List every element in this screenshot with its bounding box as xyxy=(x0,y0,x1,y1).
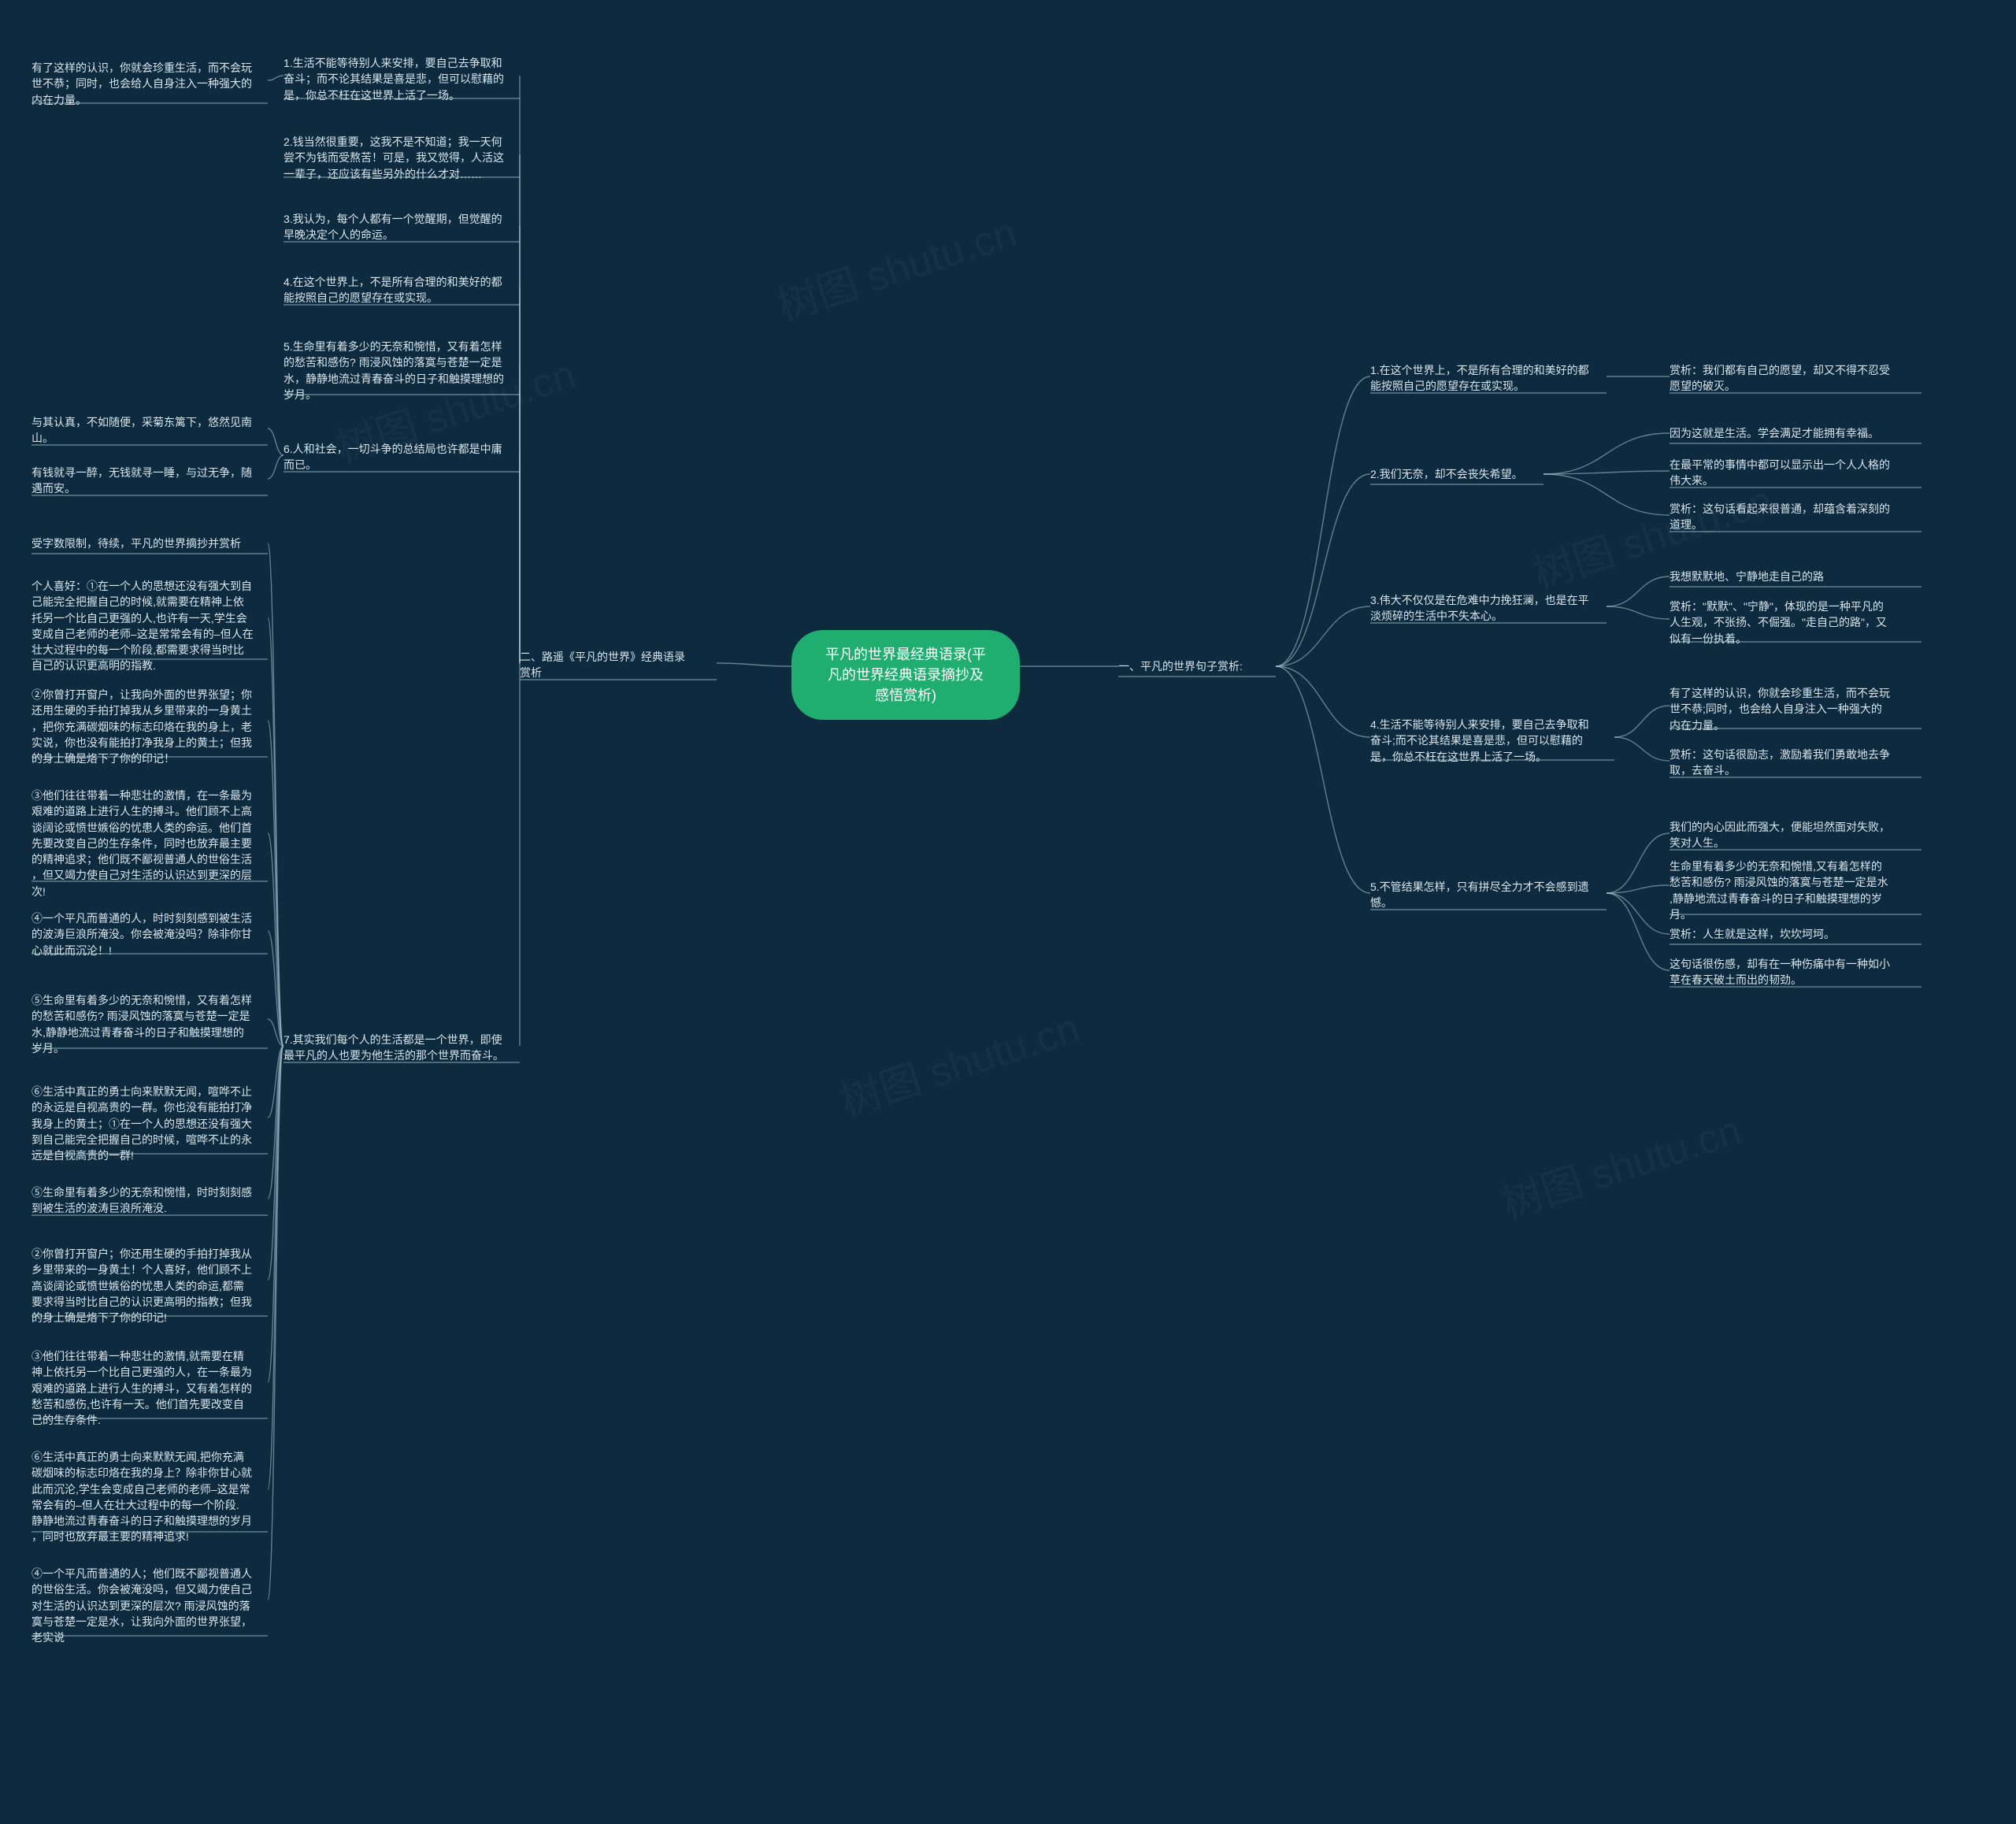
mindmap-node[interactable]: 平凡的世界最经典语录(平 凡的世界经典语录摘抄及 感悟赏析) xyxy=(791,630,1020,720)
node-label: 有了这样的认识，你就会珍重生活，而不会玩 世不恭;同时，也会给人自身注入一种强大… xyxy=(1670,687,1890,732)
mindmap-node[interactable]: 受字数限制，待续，平凡的世界摘抄并赏析 xyxy=(32,536,268,551)
watermark: 树图 shutu.cn xyxy=(1493,1097,1747,1230)
node-label: ②你曾打开窗户，让我向外面的世界张望；你 还用生硬的手拍打掉我从乡里带来的一身黄… xyxy=(32,688,252,765)
mindmap-node[interactable]: 因为这就是生活。学会满足才能拥有幸福。 xyxy=(1670,425,1922,441)
mindmap-node[interactable]: ④一个平凡而普通的人；他们既不鄙视普通人 的世俗生活。你会被淹没吗，但又竭力使自… xyxy=(32,1566,268,1645)
mindmap-node[interactable]: ②你曾打开窗户；你还用生硬的手拍打掉我从 乡里带来的一身黄土！个人喜好，他们顾不… xyxy=(32,1246,268,1325)
mindmap-node[interactable]: 1.生活不能等待别人来安排，要自己去争取和 奋斗；而不论其结果是喜是悲，但可以慰… xyxy=(284,55,520,103)
node-label: 一、平凡的世界句子赏析: xyxy=(1118,660,1243,673)
node-label: ③他们往往带着一种悲壮的激情，在一条最为 艰难的道路上进行人生的搏斗。他们顾不上… xyxy=(32,789,252,898)
node-label: 5.不管结果怎样，只有拼尽全力才不会感到遗 憾。 xyxy=(1370,880,1589,909)
mindmap-node[interactable]: 5.生命里有着多少的无奈和惋惜，又有着怎样 的愁苦和感伤? 雨浸风蚀的落寞与苍楚… xyxy=(284,339,520,402)
mindmap-node[interactable]: 在最平常的事情中都可以显示出一个人人格的 伟大来。 xyxy=(1670,457,1922,489)
mindmap-node[interactable]: 赏析：人生就是这样，坎坎坷坷。 xyxy=(1670,926,1922,942)
node-label: 与其认真，不如随便，采菊东篱下，悠然见南 山。 xyxy=(32,416,252,444)
node-label: ⑤生命里有着多少的无奈和惋惜，又有着怎样 的愁苦和感伤? 雨浸风蚀的落寞与苍楚一… xyxy=(32,994,252,1055)
node-label: 赏析：这句话看起来很普通，却蕴含着深刻的 道理。 xyxy=(1670,502,1890,531)
node-label: 我想默默地、宁静地走自己的路 xyxy=(1670,570,1824,583)
mindmap-node[interactable]: 3.我认为，每个人都有一个觉醒期，但觉醒的 早晚决定个人的命运。 xyxy=(284,211,520,243)
watermark: 树图 shutu.cn xyxy=(832,995,1086,1128)
node-label: ④一个平凡而普通的人，时时刻刻感到被生活 的波涛巨浪所淹没。你会被淹没吗？除非你… xyxy=(32,912,252,957)
watermark: 树图 shutu.cn xyxy=(769,199,1023,332)
mindmap-node[interactable]: ⑤生命里有着多少的无奈和惋惜，又有着怎样 的愁苦和感伤? 雨浸风蚀的落寞与苍楚一… xyxy=(32,992,268,1056)
mindmap-node[interactable]: 赏析："默默"、"宁静"，体现的是一种平凡的 人生观，不张扬、不倔强。"走自己的… xyxy=(1670,599,1922,647)
node-label: ④一个平凡而普通的人；他们既不鄙视普通人 的世俗生活。你会被淹没吗，但又竭力使自… xyxy=(32,1567,252,1644)
mindmap-node[interactable]: 一、平凡的世界句子赏析: xyxy=(1118,658,1276,674)
node-label: 4.在这个世界上，不是所有合理的和美好的都 能按照自己的愿望存在或实现。 xyxy=(284,276,502,304)
node-label: 有钱就寻一醉，无钱就寻一睡，与过无争，随 遇而安。 xyxy=(32,466,252,495)
mindmap-node[interactable]: ⑥生活中真正的勇士向来默默无闻，喧哗不止 的永远是自视高贵的一群。你也没有能拍打… xyxy=(32,1084,268,1163)
mindmap-node[interactable]: 7.其实我们每个人的生活都是一个世界，即使 最平凡的人也要为他生活的那个世界而奋… xyxy=(284,1032,520,1064)
node-label: 赏析："默默"、"宁静"，体现的是一种平凡的 人生观，不张扬、不倔强。"走自己的… xyxy=(1670,600,1887,645)
mindmap-node[interactable]: 二、路遥《平凡的世界》经典语录 赏析 xyxy=(520,649,717,681)
mindmap-canvas: 树图 shutu.cn树图 shutu.cn树图 shutu.cn树图 shut… xyxy=(0,0,2016,1824)
mindmap-node[interactable]: 4.生活不能等待别人来安排，要自己去争取和 奋斗;而不论其结果是喜是悲，但可以慰… xyxy=(1370,717,1614,765)
node-label: 2.钱当然很重要，这我不是不知道；我一天何 尝不为钱而受熬苦！可是，我又觉得，人… xyxy=(284,135,504,180)
mindmap-node[interactable]: ④一个平凡而普通的人，时时刻刻感到被生活 的波涛巨浪所淹没。你会被淹没吗？除非你… xyxy=(32,910,268,958)
mindmap-node[interactable]: 2.钱当然很重要，这我不是不知道；我一天何 尝不为钱而受熬苦！可是，我又觉得，人… xyxy=(284,134,520,182)
node-label: 有了这样的认识，你就会珍重生活，而不会玩 世不恭；同时，也会给人自身注入一种强大… xyxy=(32,61,252,106)
mindmap-node[interactable]: 生命里有着多少的无奈和惋惜,又有着怎样的 愁苦和感伤? 雨浸风蚀的落寞与苍楚一定… xyxy=(1670,858,1922,922)
node-label: 4.生活不能等待别人来安排，要自己去争取和 奋斗;而不论其结果是喜是悲，但可以慰… xyxy=(1370,718,1589,763)
mindmap-node[interactable]: 赏析：这句话很励志，激励着我们勇敢地去争 取，去奋斗。 xyxy=(1670,747,1922,779)
mindmap-node[interactable]: 赏析：我们都有自己的愿望，却又不得不忍受 愿望的破灭。 xyxy=(1670,362,1922,395)
mindmap-node[interactable]: ⑤生命里有着多少的无奈和惋惜，时时刻刻感 到被生活的波涛巨浪所淹没. xyxy=(32,1184,268,1217)
mindmap-node[interactable]: 1.在这个世界上，不是所有合理的和美好的都 能按照自己的愿望存在或实现。 xyxy=(1370,362,1606,395)
mindmap-node[interactable]: 有钱就寻一醉，无钱就寻一睡，与过无争，随 遇而安。 xyxy=(32,465,268,497)
mindmap-node[interactable]: ②你曾打开窗户，让我向外面的世界张望；你 还用生硬的手拍打掉我从乡里带来的一身黄… xyxy=(32,687,268,766)
mindmap-node[interactable]: 这句话很伤感，却有在一种伤痛中有一种如小 草在春天破土而出的韧劲。 xyxy=(1670,956,1922,988)
mindmap-node[interactable]: 我们的内心因此而强大，便能坦然面对失败， 笑对人生。 xyxy=(1670,819,1922,851)
mindmap-node[interactable]: 5.不管结果怎样，只有拼尽全力才不会感到遗 憾。 xyxy=(1370,879,1606,911)
node-label: 赏析：我们都有自己的愿望，却又不得不忍受 愿望的破灭。 xyxy=(1670,364,1890,392)
node-label: 7.其实我们每个人的生活都是一个世界，即使 最平凡的人也要为他生活的那个世界而奋… xyxy=(284,1033,504,1062)
mindmap-node[interactable]: 有了这样的认识，你就会珍重生活，而不会玩 世不恭;同时，也会给人自身注入一种强大… xyxy=(1670,685,1922,733)
node-label: 个人喜好：①在一个人的思想还没有强大到自 己能完全把握自己的时候,就需要在精神上… xyxy=(32,580,254,672)
mindmap-node[interactable]: 3.伟大不仅仅是在危难中力挽狂澜，也是在平 淡烦碎的生活中不失本心。 xyxy=(1370,592,1606,625)
node-label: 3.我认为，每个人都有一个觉醒期，但觉醒的 早晚决定个人的命运。 xyxy=(284,213,502,241)
mindmap-node[interactable]: 我想默默地、宁静地走自己的路 xyxy=(1670,569,1922,584)
node-label: 生命里有着多少的无奈和惋惜,又有着怎样的 愁苦和感伤? 雨浸风蚀的落寞与苍楚一定… xyxy=(1670,860,1888,921)
mindmap-node[interactable]: 有了这样的认识，你就会珍重生活，而不会玩 世不恭；同时，也会给人自身注入一种强大… xyxy=(32,60,268,108)
node-label: ⑥生活中真正的勇士向来默默无闻,把你充满 碳烟味的标志印烙在我的身上？除非你甘心… xyxy=(32,1451,252,1543)
node-label: ②你曾打开窗户；你还用生硬的手拍打掉我从 乡里带来的一身黄土！个人喜好，他们顾不… xyxy=(32,1248,252,1324)
node-label: ⑤生命里有着多少的无奈和惋惜，时时刻刻感 到被生活的波涛巨浪所淹没. xyxy=(32,1186,252,1214)
node-label: 5.生命里有着多少的无奈和惋惜，又有着怎样 的愁苦和感伤? 雨浸风蚀的落寞与苍楚… xyxy=(284,340,504,401)
node-label: 6.人和社会，一切斗争的总结局也许都是中庸 而已。 xyxy=(284,443,502,471)
node-label: 在最平常的事情中都可以显示出一个人人格的 伟大来。 xyxy=(1670,458,1890,487)
mindmap-node[interactable]: 赏析：这句话看起来很普通，却蕴含着深刻的 道理。 xyxy=(1670,501,1922,533)
mindmap-node[interactable]: ⑥生活中真正的勇士向来默默无闻,把你充满 碳烟味的标志印烙在我的身上？除非你甘心… xyxy=(32,1449,268,1545)
node-label: 这句话很伤感，却有在一种伤痛中有一种如小 草在春天破土而出的韧劲。 xyxy=(1670,958,1890,986)
mindmap-node[interactable]: 与其认真，不如随便，采菊东篱下，悠然见南 山。 xyxy=(32,414,268,447)
node-label: 3.伟大不仅仅是在危难中力挽狂澜，也是在平 淡烦碎的生活中不失本心。 xyxy=(1370,594,1589,622)
mindmap-node[interactable]: 个人喜好：①在一个人的思想还没有强大到自 己能完全把握自己的时候,就需要在精神上… xyxy=(32,578,268,674)
node-label: 2.我们无奈，却不会丧失希望。 xyxy=(1370,468,1523,480)
mindmap-node[interactable]: 6.人和社会，一切斗争的总结局也许都是中庸 而已。 xyxy=(284,441,520,473)
node-label: 因为这就是生活。学会满足才能拥有幸福。 xyxy=(1670,427,1879,439)
node-label: ⑥生活中真正的勇士向来默默无闻，喧哗不止 的永远是自视高贵的一群。你也没有能拍打… xyxy=(32,1085,252,1162)
node-label: 1.在这个世界上，不是所有合理的和美好的都 能按照自己的愿望存在或实现。 xyxy=(1370,364,1589,392)
mindmap-node[interactable]: ③他们往往带着一种悲壮的激情,就需要在精 神上依托另一个比自己更强的人，在一条最… xyxy=(32,1348,268,1428)
node-label: 1.生活不能等待别人来安排，要自己去争取和 奋斗；而不论其结果是喜是悲，但可以慰… xyxy=(284,57,504,102)
node-label: 赏析：人生就是这样，坎坎坷坷。 xyxy=(1670,928,1835,940)
mindmap-node[interactable]: 4.在这个世界上，不是所有合理的和美好的都 能按照自己的愿望存在或实现。 xyxy=(284,274,520,306)
node-label: 二、路遥《平凡的世界》经典语录 赏析 xyxy=(520,651,685,679)
mindmap-node[interactable]: ③他们往往带着一种悲壮的激情，在一条最为 艰难的道路上进行人生的搏斗。他们顾不上… xyxy=(32,788,268,899)
node-label: 平凡的世界最经典语录(平 凡的世界经典语录摘抄及 感悟赏析) xyxy=(825,647,986,703)
node-label: 我们的内心因此而强大，便能坦然面对失败， 笑对人生。 xyxy=(1670,821,1890,849)
mindmap-node[interactable]: 2.我们无奈，却不会丧失希望。 xyxy=(1370,466,1544,482)
node-label: 赏析：这句话很励志，激励着我们勇敢地去争 取，去奋斗。 xyxy=(1670,748,1890,777)
node-label: ③他们往往带着一种悲壮的激情,就需要在精 神上依托另一个比自己更强的人，在一条最… xyxy=(32,1350,252,1426)
node-label: 受字数限制，待续，平凡的世界摘抄并赏析 xyxy=(32,537,241,550)
